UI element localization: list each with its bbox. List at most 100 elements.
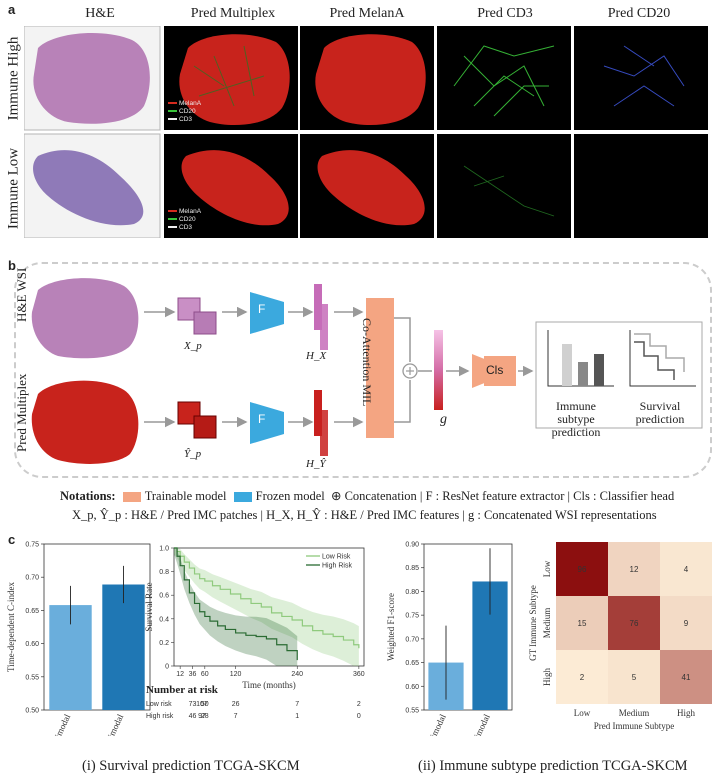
y-tick-label: 0.4	[159, 616, 169, 623]
y-tick-label: 0.75	[25, 542, 39, 549]
y-tick-label: 0.85	[405, 565, 419, 572]
risk-row-label: High risk	[146, 713, 174, 720]
heatmap-cell	[556, 596, 608, 650]
melana-tissue-high	[315, 34, 426, 126]
x-axis-label: Time (months)	[242, 680, 295, 690]
multiplex-tissue-low	[181, 150, 289, 226]
y-tick-label: 0.70	[405, 636, 419, 643]
panel-a-image-grid	[24, 26, 708, 238]
y-tick-label: 0.55	[25, 674, 39, 681]
pipeline-diagram	[31, 278, 703, 464]
risk-value: 7	[234, 713, 238, 720]
heatmap-cell	[660, 596, 712, 650]
heatmap-cell	[660, 542, 712, 596]
plot-frame	[173, 547, 365, 667]
heatmap-value: 76	[630, 619, 639, 628]
legend-label: Low Risk	[322, 554, 351, 561]
y-category-label: Low	[542, 560, 552, 577]
heatmap-value: 9	[684, 619, 689, 628]
notation-frozen: Frozen model	[255, 489, 325, 503]
caption-immune: (ii) Immune subtype prediction TCGA-SKCM	[418, 758, 688, 774]
col-header-pred-melana: Pred MelanA	[329, 6, 405, 21]
cd3-signal-low	[463, 165, 555, 217]
y-tick-label: 0.90	[405, 542, 419, 549]
pipeline-frame	[14, 262, 712, 478]
risk-value: 28	[201, 713, 209, 720]
encoder-label-he: F	[258, 302, 266, 316]
risk-value: 26	[232, 701, 240, 708]
y-tick-label: 0.60	[25, 641, 39, 648]
plot-frame	[43, 543, 151, 711]
patch-label-he: X_p	[184, 340, 202, 352]
risk-value: 7	[295, 701, 299, 708]
heatmap-cell	[660, 650, 712, 704]
input-label-he: H&E WSI	[14, 267, 29, 322]
coattention-label: Co-Attention MIL	[360, 318, 374, 407]
y-tick-label: 0.70	[25, 575, 39, 582]
risk-value: 97	[198, 713, 206, 720]
km-line-high-risk	[174, 547, 298, 661]
risk-table-title: Number at risk	[146, 684, 218, 696]
tile-cd3-low	[437, 134, 571, 238]
km-survival-chart: 0 0.2 0.4 0.6 0.8 1.0 12 36 60 120 240 360 Time (mon…	[144, 546, 365, 691]
km-line-low-risk	[174, 547, 360, 649]
x-tick-label: 12	[176, 671, 184, 678]
y-category-label: High	[542, 668, 552, 687]
x-category-label: Multimodal	[98, 712, 125, 736]
multiplex-tissue-high	[179, 34, 290, 126]
risk-value: 0	[357, 713, 361, 720]
cindex-bar-chart: 0.50 0.55 0.60 0.65 0.70 0.75 Unimodal Multimod…	[6, 542, 151, 736]
heatmap-value: 15	[578, 619, 587, 628]
heatmap-cell	[608, 542, 660, 596]
x-category-label: Multimodal	[465, 712, 492, 736]
col-header-he: H&E	[85, 6, 115, 21]
notations-title: Notations:	[60, 489, 116, 503]
tile-cd20-low	[574, 134, 708, 238]
tile-cd20-high	[574, 26, 708, 130]
legend-label: High Risk	[322, 563, 352, 570]
he-feature-bar-1	[314, 284, 322, 330]
multiplex-wsi-thumbnail	[31, 380, 139, 464]
y-tick-label: 0.6	[159, 593, 169, 600]
y-axis-label: Weighted F1-score	[386, 593, 396, 661]
coattention-block	[366, 298, 394, 438]
notation-trainable: Trainable model	[144, 489, 227, 503]
plot-frame	[423, 543, 513, 711]
encoder-he	[250, 292, 284, 334]
heatmap-value: 96	[578, 565, 587, 574]
patch-label-multiplex: Ŷ_p	[184, 448, 202, 460]
risk-value: 50	[201, 701, 209, 708]
x-tick-label: 120	[230, 671, 242, 678]
notation-patches: X_p, Ŷ_p : H&E / Pred IMC patches	[72, 508, 258, 522]
panel-c-letter: c	[8, 532, 16, 547]
y-tick-label: 0.65	[25, 608, 39, 615]
x-category-label: Unimodal	[48, 712, 72, 736]
y-tick-label: 0.60	[405, 684, 419, 691]
heatmap-value: 4	[684, 565, 689, 574]
y-tick-label: 0.2	[159, 640, 169, 647]
y-tick-label: 0.65	[405, 660, 419, 667]
risk-value: 107	[196, 701, 208, 708]
x-tick-label: 240	[291, 671, 303, 678]
notation-concat: Concatenation	[344, 489, 417, 503]
tile-cd3-high	[437, 26, 571, 130]
bar-multimodal	[102, 584, 145, 710]
heatmap-value: 2	[580, 673, 585, 682]
y-tick-label: 0.80	[405, 589, 419, 596]
notation-f: F : ResNet feature extractor	[425, 489, 565, 503]
panel-a-letter: a	[8, 2, 16, 17]
output-label-survival: Survival prediction	[635, 399, 685, 426]
cls-label: Cls	[486, 363, 504, 377]
encoder-multiplex	[250, 402, 284, 444]
multiplex-feature-bar-1	[314, 390, 322, 436]
output-label-immune: Immune subtype prediction	[551, 399, 601, 439]
notations-line-1: Notations: Trainable model Frozen model …	[60, 489, 675, 503]
notation-features: H_X, H_Ŷ : H&E / Pred IMC features	[266, 508, 460, 522]
he-tissue-low	[33, 150, 144, 226]
heatmap-cell	[556, 650, 608, 704]
y-tick-label: 0.50	[25, 708, 39, 715]
cls-head	[484, 356, 516, 386]
risk-value: 46	[189, 713, 197, 720]
